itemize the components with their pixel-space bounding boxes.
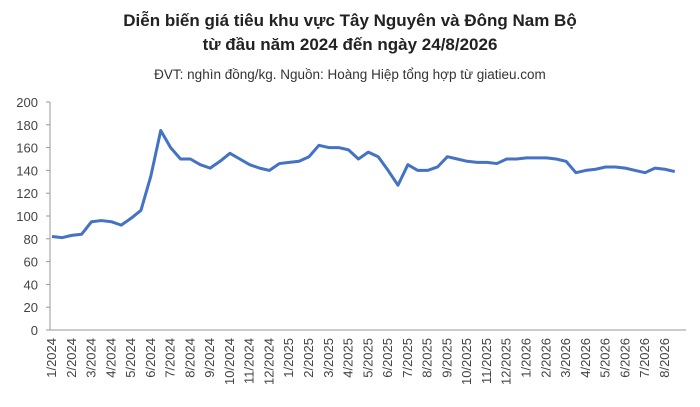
x-tick-label: 1/2025 [281, 338, 296, 378]
x-tick-label: 10/2024 [222, 338, 237, 385]
y-tick-label: 200 [16, 95, 38, 110]
x-tick-label: 6/2026 [617, 338, 632, 378]
x-tick-label: 9/2024 [202, 338, 217, 378]
x-tick-label: 3/2026 [558, 338, 573, 378]
y-tick-label: 100 [16, 209, 38, 224]
y-tick-label: 40 [24, 277, 38, 292]
y-tick-label: 80 [24, 232, 38, 247]
source-note: ĐVT: nghìn đồng/kg. Nguồn: Hoàng Hiệp tổ… [154, 67, 546, 82]
x-tick-label: 7/2024 [163, 338, 178, 378]
x-tick-label: 12/2025 [499, 338, 514, 385]
x-tick-label: 2/2026 [538, 338, 553, 378]
x-tick-label: 11/2024 [242, 338, 257, 384]
x-tick-label: 3/2025 [321, 338, 336, 378]
y-tick-label: 120 [16, 186, 38, 201]
x-tick-label: 8/2024 [182, 338, 197, 378]
x-tick-label: 5/2026 [598, 338, 613, 378]
x-tick-label: 2/2024 [64, 338, 79, 378]
price-line [51, 129, 676, 240]
x-tick-label: 7/2025 [400, 338, 415, 378]
x-tick-label: 6/2024 [143, 338, 158, 378]
x-tick-label: 1/2024 [44, 338, 59, 378]
y-tick-label: 160 [16, 141, 38, 156]
x-tick-label: 10/2025 [459, 338, 474, 385]
x-tick-label: 11/2025 [479, 338, 494, 384]
chart-title: Diễn biến giá tiêu khu vực Tây Nguyên và… [123, 11, 576, 30]
y-tick-label: 60 [24, 255, 38, 270]
chart-subtitle: từ đầu năm 2024 đến ngày 24/8/2026 [203, 35, 498, 54]
y-tick-label: 140 [16, 163, 38, 178]
x-tick-label: 12/2024 [261, 338, 276, 385]
y-tick-label: 0 [31, 323, 38, 338]
x-tick-label: 3/2024 [84, 338, 99, 378]
y-tick-label: 180 [16, 118, 38, 133]
x-tick-label: 4/2024 [103, 338, 118, 378]
x-tick-label: 1/2026 [518, 338, 533, 378]
x-tick-label: 9/2025 [439, 338, 454, 378]
x-tick-label: 7/2026 [637, 338, 652, 378]
x-tick-label: 2/2025 [301, 338, 316, 378]
x-tick-label: 8/2026 [657, 338, 672, 378]
x-tick-label: 5/2024 [123, 338, 138, 378]
x-tick-label: 5/2025 [360, 338, 375, 378]
y-tick-label: 20 [24, 300, 38, 315]
x-tick-label: 6/2025 [380, 338, 395, 378]
x-tick-label: 4/2026 [578, 338, 593, 378]
x-tick-label: 4/2025 [341, 338, 356, 378]
x-tick-label: 8/2025 [420, 338, 435, 378]
